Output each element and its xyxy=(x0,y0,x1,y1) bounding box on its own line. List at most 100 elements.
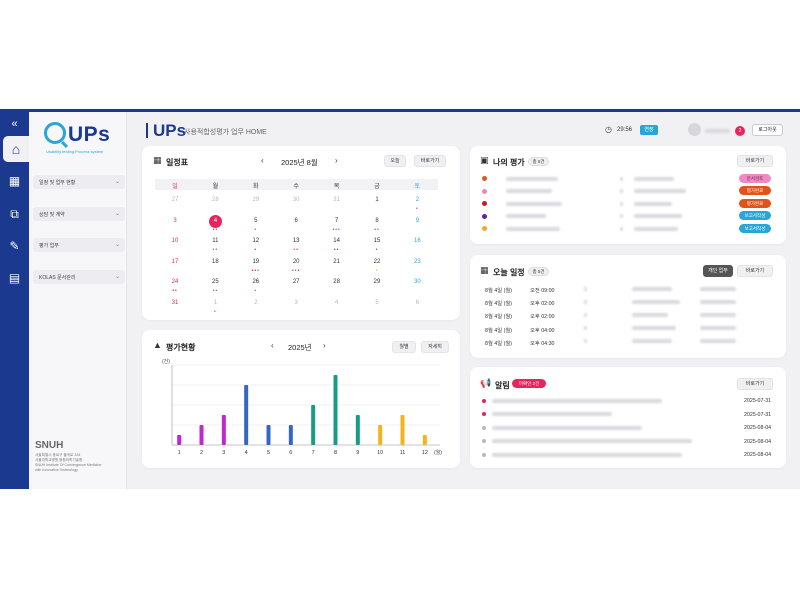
schedule-title[interactable] xyxy=(632,299,680,304)
calendar-day[interactable]: 6 xyxy=(415,299,420,306)
calendar-day[interactable]: 28 xyxy=(212,197,219,203)
eval-name[interactable] xyxy=(506,189,552,194)
eval-name[interactable] xyxy=(506,214,546,219)
calendar-day[interactable]: 30 xyxy=(292,197,300,203)
avatar[interactable] xyxy=(688,123,701,136)
calendar-day[interactable]: 2 xyxy=(415,197,420,203)
calendar-day[interactable]: 3 xyxy=(294,299,298,306)
sidebar-item-schedule[interactable]: 일정 및 업무 현황 ⌄ xyxy=(33,175,125,189)
monthly-button[interactable]: 월별 xyxy=(392,341,416,353)
calendar-day[interactable]: 13 xyxy=(292,238,300,244)
alerts-goto-button[interactable]: 바로가기 xyxy=(737,378,773,390)
extend-button[interactable]: 연장 xyxy=(640,125,658,135)
document-icon[interactable]: ▤ xyxy=(8,271,21,285)
event-dot: • xyxy=(251,267,255,274)
sidebar-item-evaluation[interactable]: 평가 업무 ⌄ xyxy=(33,238,125,252)
unread-dot xyxy=(482,439,486,444)
ups-logo[interactable]: UPs Usability testing Process system xyxy=(44,122,124,158)
schedule-title[interactable] xyxy=(632,312,668,317)
alert-message[interactable] xyxy=(492,439,692,444)
calendar-day[interactable]: 31 xyxy=(171,299,179,306)
today-marker[interactable]: 4 xyxy=(208,214,222,228)
calendar-icon: ▦ xyxy=(480,265,489,275)
alert-message[interactable] xyxy=(492,425,642,430)
calendar-day[interactable]: 16 xyxy=(414,238,421,244)
my-eval-goto-button[interactable]: 바로가기 xyxy=(737,155,773,167)
calendar-day[interactable]: 3 xyxy=(173,217,177,224)
chevron-left-icon[interactable]: ‹ xyxy=(261,156,264,165)
calendar-day[interactable]: 19 xyxy=(252,258,260,265)
alert-message[interactable] xyxy=(492,412,612,417)
calendar-day[interactable]: 7 xyxy=(334,217,339,224)
schedule-goto-button[interactable]: 바로가기 xyxy=(737,265,773,277)
eval-name[interactable] xyxy=(506,176,558,181)
schedule-title[interactable] xyxy=(632,339,672,344)
calendar-icon[interactable]: ▦ xyxy=(8,174,21,188)
calendar-day[interactable]: 31 xyxy=(333,197,340,203)
calendar-day[interactable]: 10 xyxy=(171,238,179,244)
calendar-day[interactable]: 15 xyxy=(373,238,381,244)
calendar-day[interactable]: 4 xyxy=(334,299,339,306)
schedule-title[interactable] xyxy=(632,326,676,331)
weekday-label: 월 xyxy=(212,184,219,190)
chevron-right-icon[interactable]: › xyxy=(323,341,326,350)
calendar-day[interactable]: 1 xyxy=(375,197,379,203)
calendar-day[interactable]: 1 xyxy=(213,299,218,306)
detail-button[interactable]: 자세히 xyxy=(421,341,449,353)
sidebar-item-contract[interactable]: 상담 및 계약 ⌄ xyxy=(33,207,125,221)
collapse-icon[interactable]: « xyxy=(11,118,18,130)
calendar-day[interactable]: 9 xyxy=(415,217,420,224)
calendar-day[interactable]: 29 xyxy=(373,279,381,285)
personal-task-button[interactable]: 개인 업무 xyxy=(703,265,733,277)
alert-message[interactable] xyxy=(492,398,662,403)
evaluation-icon[interactable]: ✎ xyxy=(9,239,20,253)
alert-message[interactable] xyxy=(492,452,682,457)
chevron-right-icon[interactable]: › xyxy=(335,156,338,165)
calendar-day[interactable]: 14 xyxy=(333,238,340,244)
calendar-day[interactable]: 21 xyxy=(333,258,340,265)
logout-button[interactable]: 로그아웃 xyxy=(752,124,783,136)
schedule-title[interactable] xyxy=(632,286,672,291)
calendar-day[interactable]: 18 xyxy=(212,258,219,265)
event-dot: • xyxy=(254,226,258,233)
calendar-day[interactable]: 27 xyxy=(292,279,300,285)
x-tick-label: 8 xyxy=(334,450,337,456)
event-dot: • xyxy=(172,288,175,294)
notification-badge[interactable]: 2 xyxy=(735,126,745,136)
calendar-day[interactable]: 30 xyxy=(414,279,421,285)
calendar-day[interactable]: 26 xyxy=(252,279,260,285)
calendar-day[interactable]: 6 xyxy=(294,217,298,224)
schedule-mark xyxy=(584,299,587,304)
calendar-day[interactable]: 11 xyxy=(212,238,219,244)
calendar-goto-button[interactable]: 바로가기 xyxy=(414,155,446,167)
eval-name[interactable] xyxy=(506,226,560,231)
calendar-day[interactable]: 27 xyxy=(171,197,179,203)
home-icon[interactable]: ⌂ xyxy=(3,136,29,162)
calendar-day[interactable]: 23 xyxy=(414,258,421,265)
calendar-day[interactable]: 29 xyxy=(252,197,260,203)
event-dot: • xyxy=(212,247,216,253)
calendar-day[interactable]: 28 xyxy=(333,279,340,285)
snuh-logo: SNUH xyxy=(35,440,64,451)
calendar-day[interactable]: 22 xyxy=(373,258,381,265)
calendar-day[interactable]: 24 xyxy=(171,279,179,285)
today-button[interactable]: 오늘 xyxy=(384,155,406,167)
schedule-time: 오후 04:00 xyxy=(530,327,555,334)
weekday-label: 화 xyxy=(253,184,259,190)
contract-icon[interactable]: ⧉ xyxy=(10,207,19,221)
eval-status-badge: 보고서작성 xyxy=(739,211,771,221)
calendar-day[interactable]: 20 xyxy=(292,258,300,265)
calendar-day[interactable]: 12 xyxy=(252,238,260,244)
event-dot: • xyxy=(254,288,258,294)
eval-name[interactable] xyxy=(506,201,562,206)
calendar-day[interactable]: 5 xyxy=(254,217,258,224)
clipboard-icon: ▣ xyxy=(480,155,489,165)
chevron-left-icon[interactable]: ‹ xyxy=(271,341,274,350)
calendar-day[interactable]: 5 xyxy=(375,299,379,306)
calendar-day[interactable]: 17 xyxy=(171,258,179,265)
calendar-day[interactable]: 8 xyxy=(375,217,379,224)
sidebar-item-kolas[interactable]: KOLAS 문서관리 ⌄ xyxy=(33,270,125,284)
calendar-day[interactable]: 25 xyxy=(212,279,219,285)
event-dots: • xyxy=(357,268,397,273)
calendar-day[interactable]: 2 xyxy=(254,299,258,306)
